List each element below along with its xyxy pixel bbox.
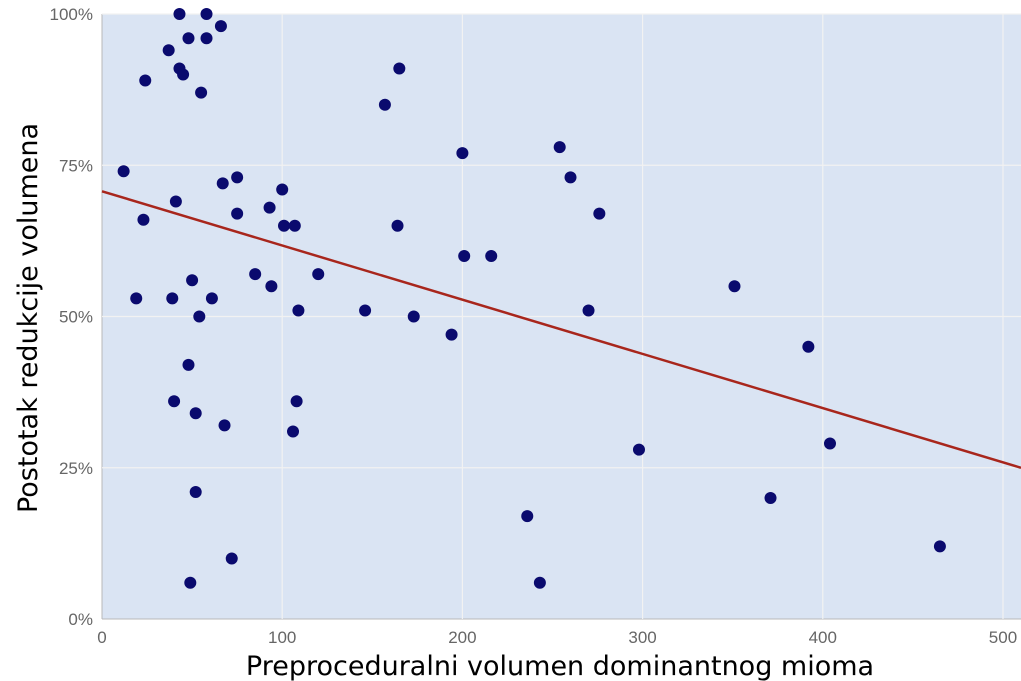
data-point (186, 274, 199, 287)
data-point (200, 8, 213, 20)
data-point (265, 280, 278, 293)
data-point (359, 304, 372, 317)
data-point (173, 8, 186, 20)
y-tick-label: 50% (59, 308, 93, 327)
trend-line-layer (101, 190, 1021, 469)
data-point (139, 74, 152, 87)
data-point (276, 183, 289, 196)
data-point (184, 576, 197, 589)
y-axis-title: Postotak redukcije volumena (13, 123, 44, 513)
data-point (177, 68, 190, 81)
data-point (288, 219, 301, 232)
x-axis-title: Preproceduralni volumen dominantnog miom… (246, 651, 874, 681)
data-point (564, 171, 577, 184)
data-point (231, 171, 244, 184)
data-point (249, 268, 262, 281)
data-point (407, 310, 420, 323)
data-point (169, 195, 182, 208)
tick-labels: 0 100 200 300 400 500 0% 25% 50% 75% 100% (50, 5, 1018, 647)
y-tick-label: 100% (50, 5, 93, 24)
grid-lines (102, 13, 1021, 619)
data-point (205, 292, 218, 305)
x-tick-label: 200 (448, 628, 476, 647)
data-point (200, 32, 213, 45)
y-tick-label: 0% (68, 610, 93, 629)
data-points (117, 8, 946, 589)
data-point (521, 510, 534, 523)
x-tick-label: 300 (628, 628, 656, 647)
data-point (533, 576, 546, 589)
data-point (933, 540, 946, 553)
x-tick-label: 100 (268, 628, 296, 647)
data-point (456, 147, 469, 160)
data-point (287, 425, 300, 438)
data-point (162, 44, 175, 57)
data-point (195, 86, 208, 99)
data-point (166, 292, 179, 305)
data-point (391, 219, 404, 232)
x-tick-label: 400 (809, 628, 837, 647)
trend-line (101, 190, 1021, 469)
data-point (117, 165, 130, 178)
x-tick-label: 500 (989, 628, 1017, 647)
data-point (582, 304, 595, 317)
data-point (802, 340, 815, 353)
data-point (225, 552, 238, 565)
data-point (277, 219, 290, 232)
data-point (553, 141, 566, 154)
data-point (823, 437, 836, 450)
data-point (728, 280, 741, 293)
data-point (182, 32, 195, 45)
data-point (292, 304, 305, 317)
data-point (764, 492, 777, 504)
data-point (216, 177, 229, 190)
data-point (137, 213, 150, 226)
y-tick-label: 25% (59, 459, 93, 478)
data-point (193, 310, 206, 323)
data-point (290, 395, 303, 408)
data-point (189, 485, 202, 498)
data-point (218, 419, 231, 432)
y-tick-label: 75% (59, 156, 93, 175)
data-point (312, 268, 325, 281)
x-tick-label: 0 (97, 628, 106, 647)
data-point (393, 62, 406, 75)
data-point (231, 207, 244, 220)
data-point (458, 250, 471, 262)
data-point (445, 328, 458, 341)
data-point (593, 207, 606, 220)
data-point (189, 407, 202, 420)
data-point (632, 443, 645, 456)
data-point (182, 358, 195, 371)
data-point (130, 292, 143, 305)
data-point (378, 98, 391, 111)
data-point (214, 20, 227, 33)
data-point (263, 201, 276, 214)
data-point (485, 250, 498, 262)
data-point (168, 395, 181, 408)
